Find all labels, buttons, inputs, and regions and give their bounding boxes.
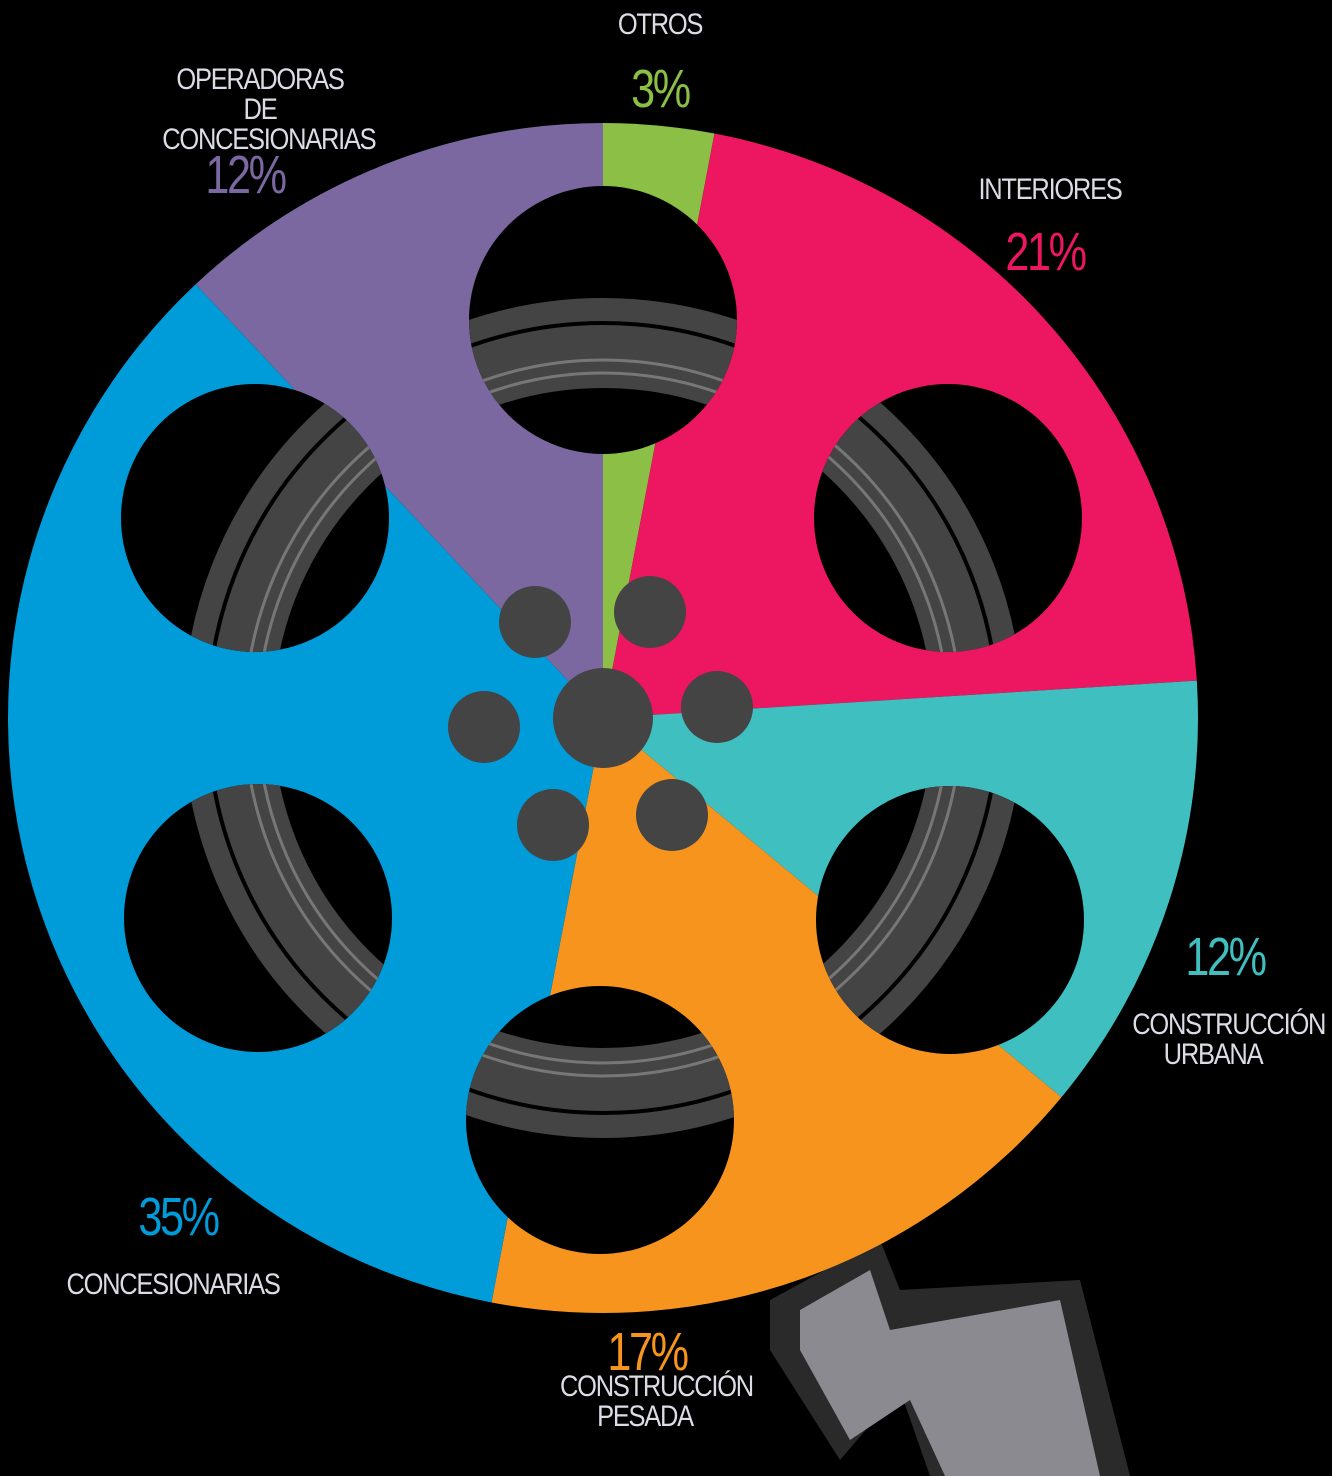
slice-label: CONCESIONARIAS: [66, 1268, 280, 1301]
slice-label: OPERADORAS DE CONCESIONARIAS: [162, 63, 376, 156]
slice-label: CONSTRUCCIÓN PESADA: [560, 1370, 754, 1433]
value-label: 3%: [631, 59, 691, 119]
film-strip: [770, 1240, 1130, 1476]
slice-label: INTERIORES: [978, 173, 1122, 206]
slice-label: CONSTRUCCIÓN URBANA: [1132, 1008, 1326, 1071]
value-label: 12%: [205, 145, 287, 205]
slice-label: OTROS: [617, 8, 704, 41]
value-label: 17%: [607, 1322, 689, 1382]
reel-hub: [448, 576, 753, 861]
value-label: 12%: [1185, 927, 1267, 987]
value-label: 35%: [138, 1187, 220, 1247]
value-label: 21%: [1005, 222, 1087, 282]
